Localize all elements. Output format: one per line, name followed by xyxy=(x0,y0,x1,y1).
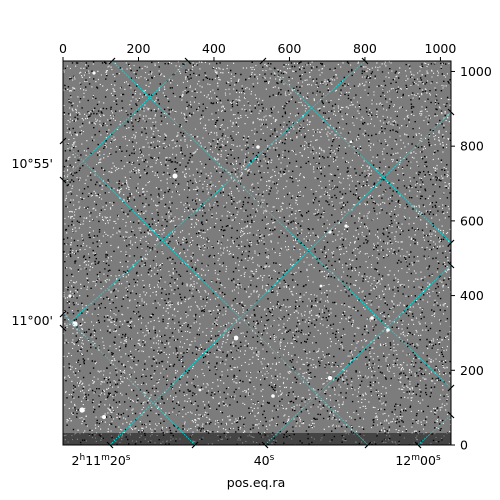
plot-frame xyxy=(62,60,452,446)
world-grid-tick xyxy=(447,108,455,116)
grid-line xyxy=(109,111,451,445)
y-tick-label: 600 xyxy=(460,213,484,228)
star-source xyxy=(344,224,348,228)
star-source xyxy=(386,328,390,332)
x-tick-label: 400 xyxy=(202,41,226,56)
star-source xyxy=(172,173,178,179)
world-grid-ticks xyxy=(59,57,455,449)
star-source xyxy=(271,394,275,398)
star-source xyxy=(92,71,96,75)
grid-line xyxy=(417,414,451,445)
star-source xyxy=(102,415,106,419)
y-pixel-ticks-right: 0 200 400 600 800 1000 xyxy=(451,64,492,453)
x-tick-label: 1000 xyxy=(425,41,457,56)
world-grid-tick xyxy=(106,441,114,449)
x-tick-label: 200 xyxy=(127,41,151,56)
world-grid-tick xyxy=(364,441,372,449)
image-edge-band xyxy=(63,433,451,445)
world-grid-tick xyxy=(447,239,455,247)
dec-tick-label: 10°55' xyxy=(12,156,54,171)
star-source xyxy=(233,335,239,341)
ra-tick-label: 2h11m20s xyxy=(72,453,131,468)
x-pixel-ticks-top: 0 200 400 600 800 1000 xyxy=(59,41,456,61)
ra-tick-label: 12m00s xyxy=(395,453,441,468)
star-source xyxy=(79,407,85,413)
y-tick-label: 0 xyxy=(460,438,468,453)
sky-image-layer xyxy=(63,61,451,445)
world-grid-tick xyxy=(259,57,267,65)
world-grid-tick xyxy=(59,176,67,184)
x-tick-label: 600 xyxy=(278,41,302,56)
star-source xyxy=(319,284,323,288)
world-grid-tick xyxy=(59,310,67,318)
world-grid-tick xyxy=(184,57,192,65)
star-source xyxy=(72,321,78,327)
world-grid-tick xyxy=(447,384,455,392)
grid-line xyxy=(111,61,451,389)
sky-image-background xyxy=(63,61,451,445)
star-source xyxy=(370,316,374,320)
ra-tick-label: 40s xyxy=(254,453,275,468)
grid-line xyxy=(264,264,451,445)
world-grid-tick xyxy=(59,324,67,332)
y-tick-label: 1000 xyxy=(460,64,492,79)
star-source xyxy=(349,140,353,144)
y-tick-label: 800 xyxy=(460,139,484,154)
world-grid-tick xyxy=(191,441,199,449)
world-coordinate-grid xyxy=(63,61,451,445)
world-grid-tick xyxy=(108,57,116,65)
x-tick-label: 0 xyxy=(59,41,67,56)
star-source xyxy=(256,145,260,149)
world-grid-tick xyxy=(447,261,455,269)
x-axis-label: pos.eq.ra xyxy=(227,475,285,490)
grid-line xyxy=(63,313,196,445)
y-tick-label: 200 xyxy=(460,363,484,378)
world-grid-tick xyxy=(414,441,422,449)
grid-line xyxy=(63,61,189,181)
world-grid-tick xyxy=(361,57,369,65)
star-source xyxy=(68,294,72,298)
star-source xyxy=(327,375,333,381)
star-sources xyxy=(68,71,390,419)
x-tick-label: 800 xyxy=(353,41,377,56)
grid-line xyxy=(63,140,369,445)
world-grid-tick xyxy=(261,441,269,449)
y-tick-label: 400 xyxy=(460,288,484,303)
star-source xyxy=(198,388,202,392)
sky-noise-pixels xyxy=(63,61,451,445)
dec-tick-label: 11°00' xyxy=(12,313,54,328)
world-grid-tick xyxy=(447,411,455,419)
world-grid-tick xyxy=(59,137,67,145)
